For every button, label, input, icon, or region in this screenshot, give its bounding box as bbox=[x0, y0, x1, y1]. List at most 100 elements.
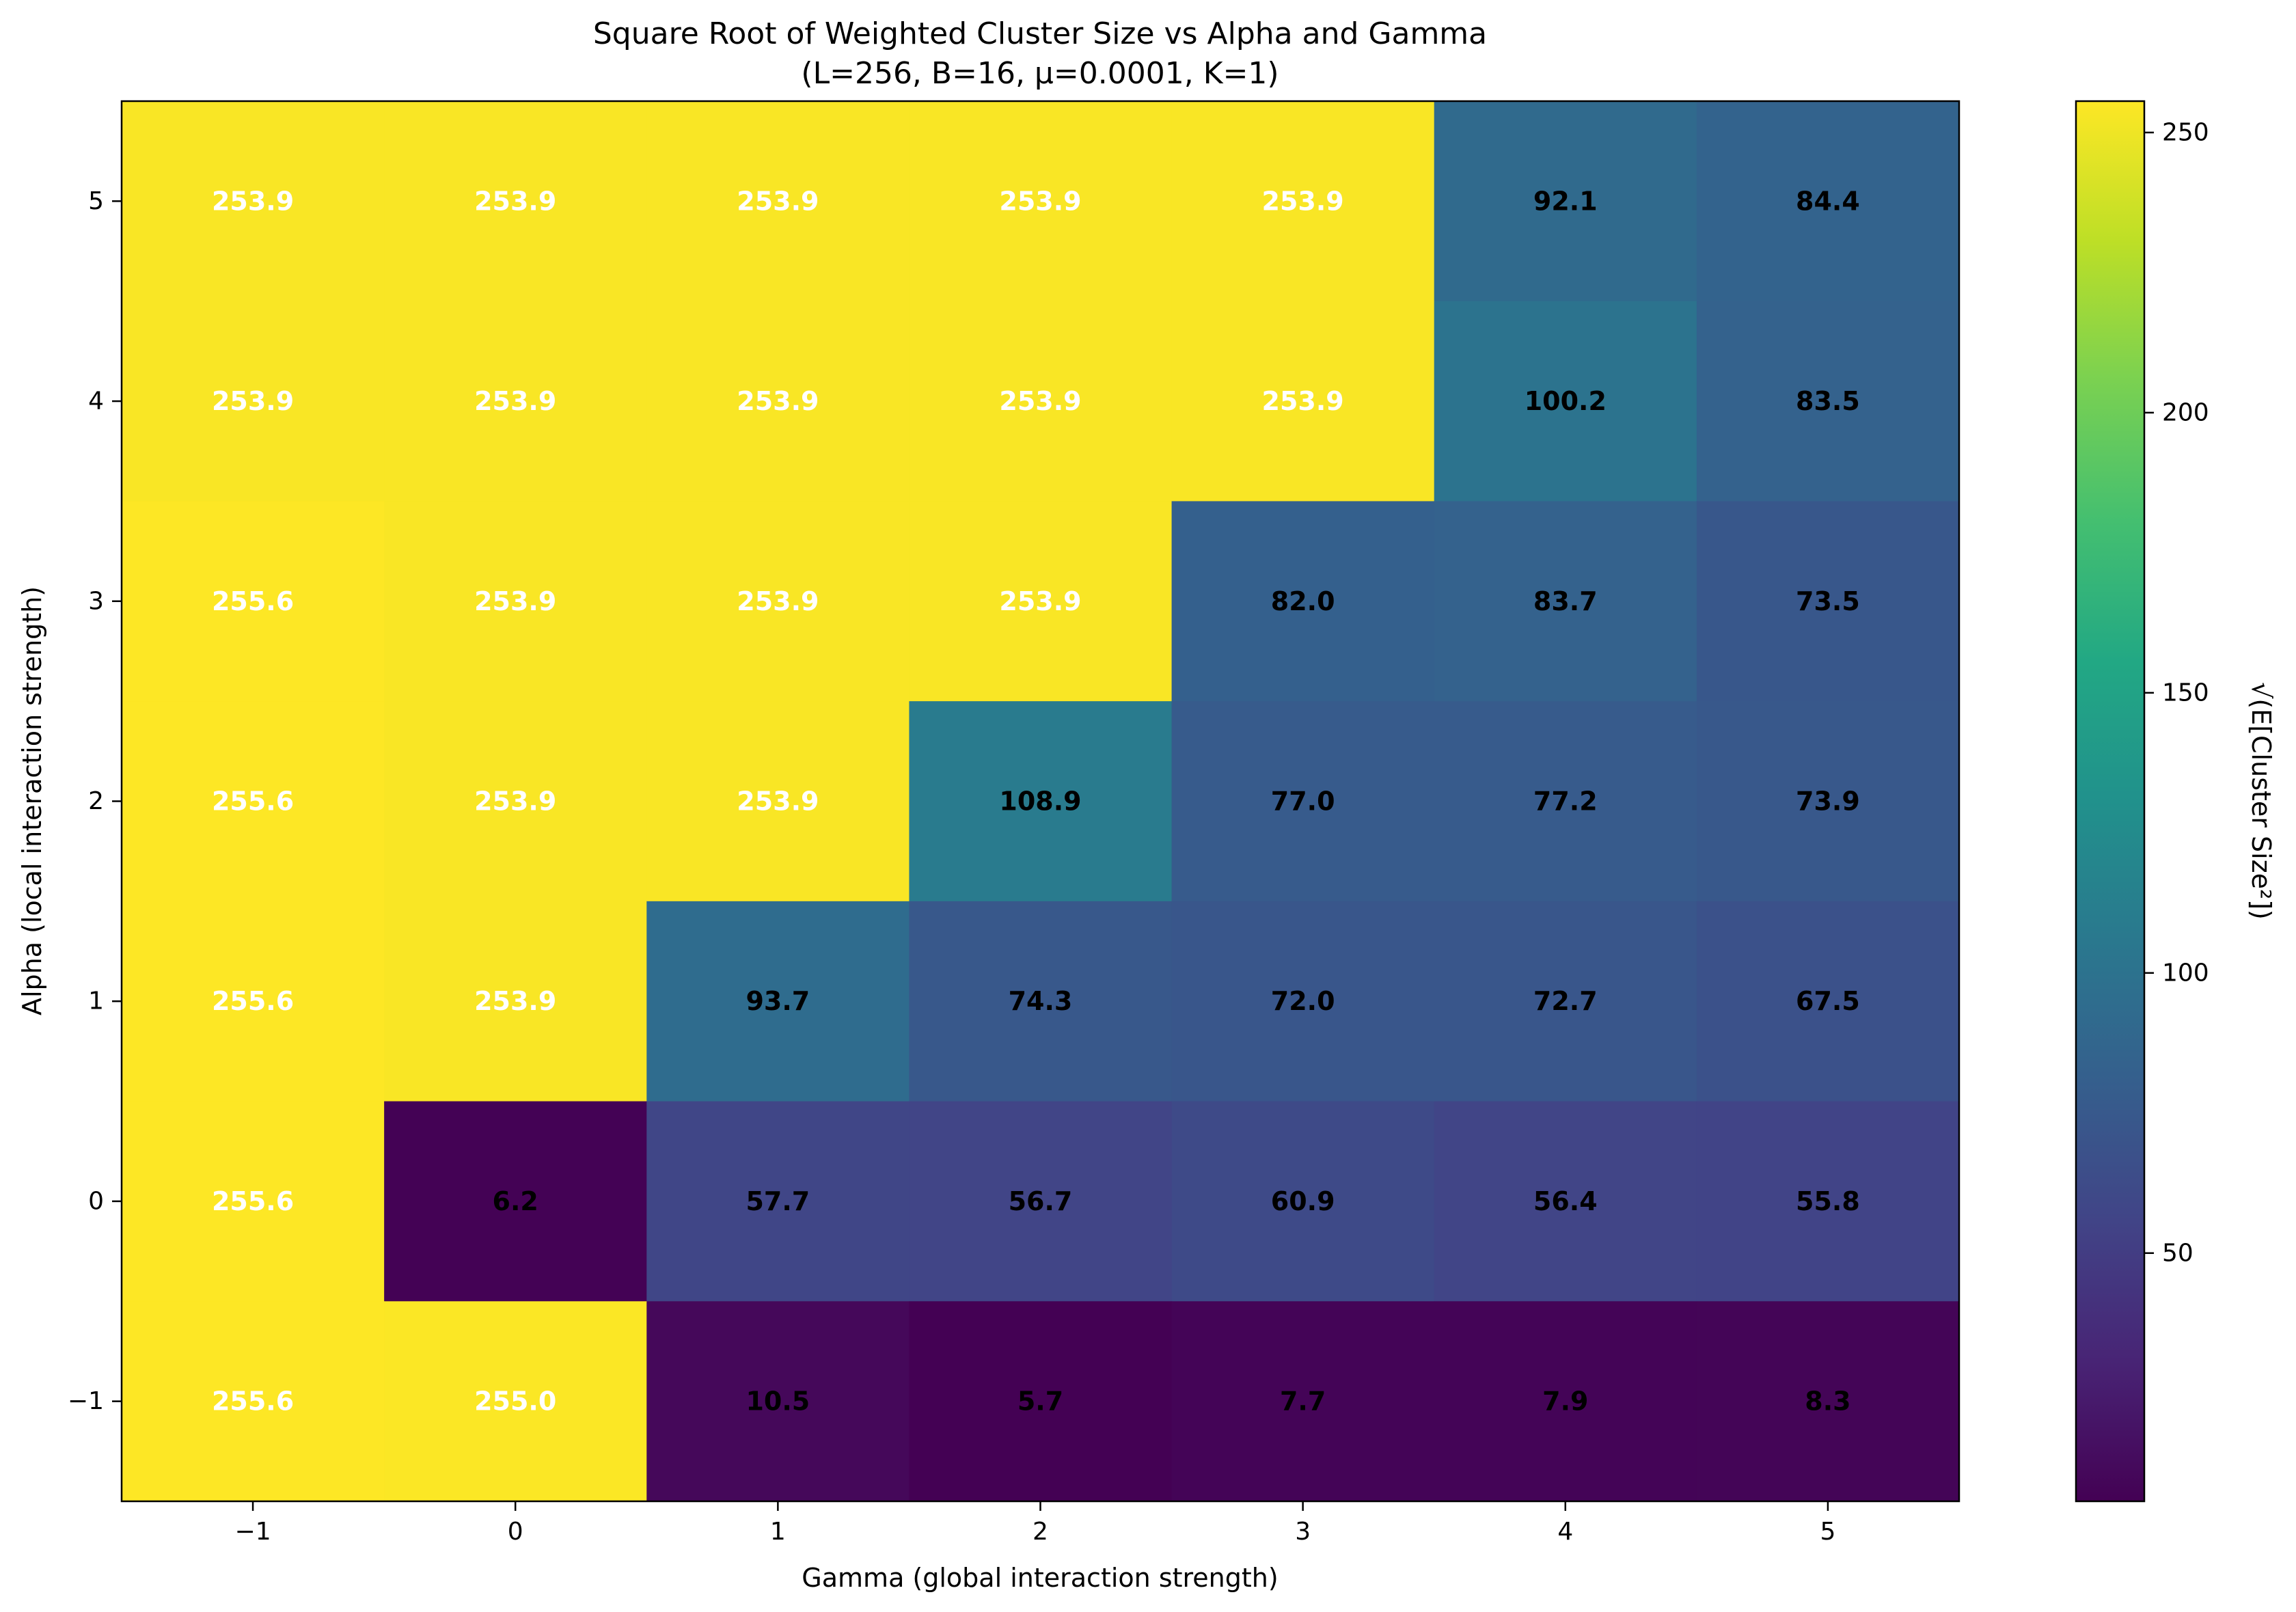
heatmap-cell bbox=[384, 501, 647, 702]
colorbar-label: √(E[Cluster Size²]) bbox=[2246, 682, 2276, 920]
heatmap-cell bbox=[1434, 301, 1697, 502]
cell-value-label: 253.9 bbox=[737, 186, 819, 216]
cell-value-label: 253.9 bbox=[1262, 186, 1344, 216]
x-axis-label: Gamma (global interaction strength) bbox=[802, 1563, 1278, 1593]
cell-value-label: 56.7 bbox=[1009, 1186, 1073, 1216]
heatmap-cell bbox=[122, 101, 385, 302]
cell-value-label: 55.8 bbox=[1796, 1186, 1860, 1216]
cell-value-label: 57.7 bbox=[746, 1186, 810, 1216]
cell-value-label: 8.3 bbox=[1805, 1386, 1850, 1417]
heatmap-cell bbox=[1696, 301, 1960, 502]
cell-value-label: 73.9 bbox=[1796, 787, 1860, 817]
heatmap-cell bbox=[1171, 701, 1435, 902]
heatmap-cell bbox=[384, 1301, 647, 1502]
heatmap-cell bbox=[909, 701, 1173, 902]
heatmap-cell bbox=[384, 101, 647, 302]
y-axis-label: Alpha (local interaction strength) bbox=[17, 586, 47, 1015]
heatmap-cell bbox=[909, 101, 1173, 302]
heatmap-cell bbox=[1171, 501, 1435, 702]
heatmap-cell bbox=[646, 901, 910, 1102]
x-axis-ticks: −1 0 1 2 3 4 5 bbox=[235, 1501, 1835, 1546]
heatmap-cell bbox=[1434, 1101, 1697, 1302]
heatmap-cell bbox=[1696, 901, 1960, 1102]
cell-value-label: 253.9 bbox=[212, 186, 294, 216]
cell-value-label: 253.9 bbox=[474, 986, 556, 1016]
y-axis-ticks: 5 4 3 2 1 0 −1 bbox=[68, 187, 122, 1415]
cell-value-label: 253.9 bbox=[474, 787, 556, 817]
cell-value-label: 77.2 bbox=[1533, 787, 1598, 817]
cell-value-label: 108.9 bbox=[999, 787, 1081, 817]
cell-value-label: 7.7 bbox=[1280, 1386, 1326, 1417]
cell-value-label: 100.2 bbox=[1525, 386, 1607, 416]
x-tick-label: −1 bbox=[235, 1518, 271, 1546]
cell-value-label: 255.6 bbox=[212, 1186, 294, 1216]
heatmap-cell bbox=[646, 101, 910, 302]
cell-value-label: 83.5 bbox=[1796, 386, 1860, 416]
heatmap-cell bbox=[1171, 901, 1435, 1102]
heatmap-cell bbox=[646, 1101, 910, 1302]
x-tick-label: 1 bbox=[770, 1518, 786, 1546]
heatmap-cell bbox=[909, 901, 1173, 1102]
chart-title: Square Root of Weighted Cluster Size vs … bbox=[593, 16, 1487, 51]
colorbar-tick-label: 250 bbox=[2162, 118, 2209, 146]
heatmap-cell bbox=[1171, 301, 1435, 502]
colorbar bbox=[2075, 100, 2146, 1503]
colorbar-tick-label: 50 bbox=[2162, 1239, 2194, 1267]
cell-value-label: 255.0 bbox=[474, 1386, 556, 1417]
heatmap-cell bbox=[646, 501, 910, 702]
heatmap-cell bbox=[909, 1301, 1173, 1502]
cell-value-label: 77.0 bbox=[1271, 787, 1335, 817]
cell-value-label: 253.9 bbox=[737, 787, 819, 817]
heatmap-cell bbox=[1696, 1301, 1960, 1502]
cell-value-label: 56.4 bbox=[1533, 1186, 1598, 1216]
cell-value-label: 72.7 bbox=[1533, 986, 1598, 1016]
cell-value-label: 7.9 bbox=[1542, 1386, 1588, 1417]
cell-value-label: 74.3 bbox=[1009, 986, 1073, 1016]
y-tick-label: 5 bbox=[88, 187, 104, 215]
cell-value-label: 10.5 bbox=[746, 1386, 810, 1417]
x-tick-label: 4 bbox=[1557, 1518, 1573, 1546]
cell-value-label: 72.0 bbox=[1271, 986, 1335, 1016]
heatmap-cell bbox=[646, 301, 910, 502]
cell-value-label: 60.9 bbox=[1271, 1186, 1335, 1216]
cell-value-label: 83.7 bbox=[1533, 586, 1598, 616]
x-tick-label: 3 bbox=[1295, 1518, 1311, 1546]
cell-value-label: 253.9 bbox=[212, 386, 294, 416]
heatmap-cell bbox=[1171, 1101, 1435, 1302]
heatmap-cell bbox=[1696, 701, 1960, 902]
heatmap-cell bbox=[384, 1101, 647, 1302]
heatmap-cells bbox=[122, 101, 1960, 1502]
heatmap-cell bbox=[1434, 101, 1697, 302]
x-tick-label: 5 bbox=[1820, 1518, 1835, 1546]
cell-value-label: 73.5 bbox=[1796, 586, 1860, 616]
heatmap-cell bbox=[909, 1101, 1173, 1302]
y-tick-label: 2 bbox=[88, 787, 104, 815]
heatmap-cell bbox=[1696, 501, 1960, 702]
heatmap-cell bbox=[384, 701, 647, 902]
heatmap-cell bbox=[122, 701, 385, 902]
y-tick-label: 3 bbox=[88, 587, 104, 615]
heatmap-cell bbox=[1434, 1301, 1697, 1502]
heatmap-cell bbox=[122, 301, 385, 502]
cell-value-label: 92.1 bbox=[1533, 186, 1598, 216]
cell-value-label: 67.5 bbox=[1796, 986, 1860, 1016]
heatmap-cell bbox=[1696, 1101, 1960, 1302]
heatmap-cell bbox=[384, 301, 647, 502]
cell-value-label: 253.9 bbox=[999, 586, 1081, 616]
y-tick-label: 4 bbox=[88, 387, 104, 415]
chart-subtitle: (L=256, B=16, μ=0.0001, K=1) bbox=[801, 56, 1279, 91]
colorbar-tick-label: 100 bbox=[2162, 959, 2209, 987]
heatmap-cell bbox=[122, 501, 385, 702]
cell-value-label: 253.9 bbox=[474, 586, 556, 616]
heatmap-cell bbox=[384, 901, 647, 1102]
cell-value-label: 253.9 bbox=[1262, 386, 1344, 416]
heatmap-cell bbox=[1171, 1301, 1435, 1502]
cell-value-label: 84.4 bbox=[1796, 186, 1860, 216]
cell-value-label: 253.9 bbox=[737, 386, 819, 416]
heatmap-cell-labels: 253.9 253.9 253.9 253.9 253.9 92.1 84.4 253.9 25… bbox=[212, 186, 1860, 1416]
heatmap-cell bbox=[646, 701, 910, 902]
heatmap-cell bbox=[122, 1101, 385, 1302]
heatmap-cell bbox=[1434, 501, 1697, 702]
cell-value-label: 6.2 bbox=[493, 1186, 538, 1216]
heatmap-cell bbox=[122, 901, 385, 1102]
